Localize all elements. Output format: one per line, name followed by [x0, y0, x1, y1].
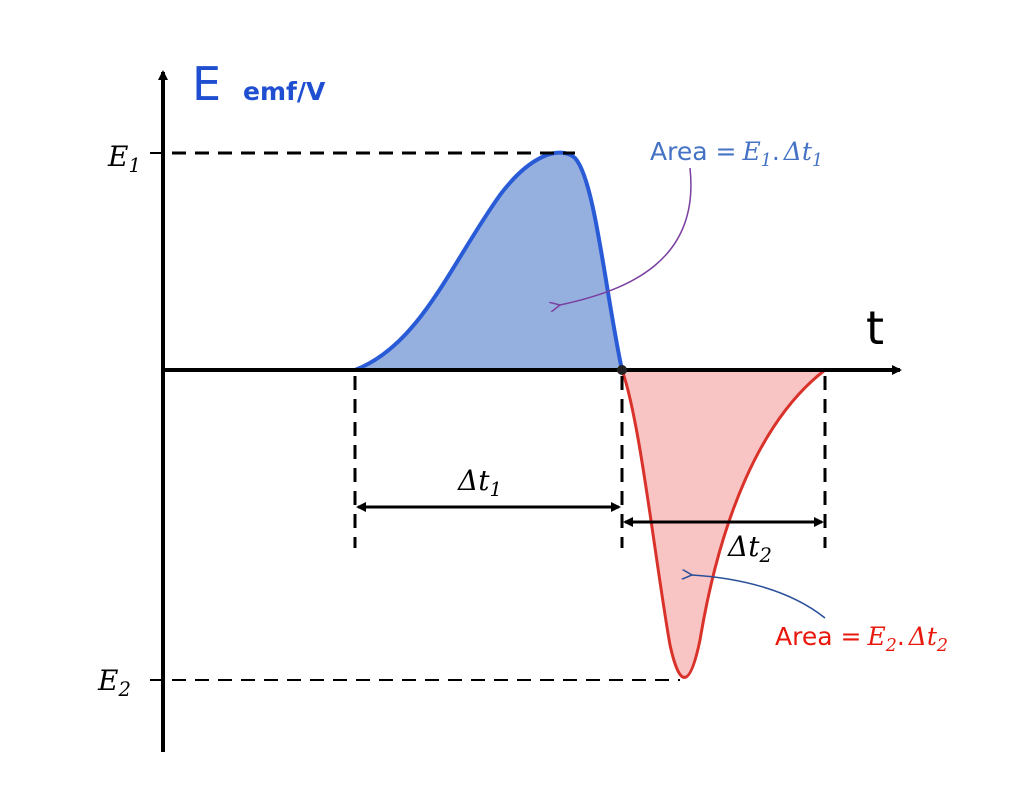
x-axis-label: t	[866, 301, 884, 355]
area-label: Area = E1. Δt1	[650, 137, 823, 171]
pointer	[692, 575, 826, 619]
separator: .	[772, 137, 780, 166]
symbol: E	[741, 137, 760, 166]
subscript: 2	[117, 678, 130, 701]
interval-label: Δt2	[727, 530, 772, 567]
subscript: 2	[758, 544, 771, 567]
symbol: E	[97, 664, 118, 697]
pointer	[560, 167, 692, 305]
interval-label: Δt1	[457, 464, 502, 501]
area-prefix: Area =	[650, 137, 736, 166]
symbol: Δt	[908, 622, 938, 651]
area-prefix: Area =	[775, 622, 861, 651]
level-label: E1	[107, 140, 141, 177]
subscript: 2	[936, 636, 948, 656]
crossing-point	[617, 365, 627, 375]
area-label: Area = E2. Δt2	[775, 622, 948, 656]
y-axis-unit: emf/V	[243, 77, 326, 106]
y-axis-label: E	[192, 57, 221, 111]
subscript: 2	[885, 636, 897, 656]
symbol: Δt	[457, 464, 490, 497]
positive-pulse	[354, 150, 625, 372]
symbol: Δt	[727, 530, 760, 563]
symbol: E	[866, 622, 885, 651]
subscript: 1	[812, 151, 823, 171]
symbol: Δt	[783, 137, 813, 166]
separator: .	[897, 622, 905, 651]
subscript: 1	[128, 154, 140, 177]
symbol: E	[107, 140, 128, 173]
level-label: E2	[97, 664, 131, 701]
subscript: 1	[761, 151, 772, 171]
subscript: 1	[489, 478, 501, 501]
guides	[172, 151, 827, 681]
